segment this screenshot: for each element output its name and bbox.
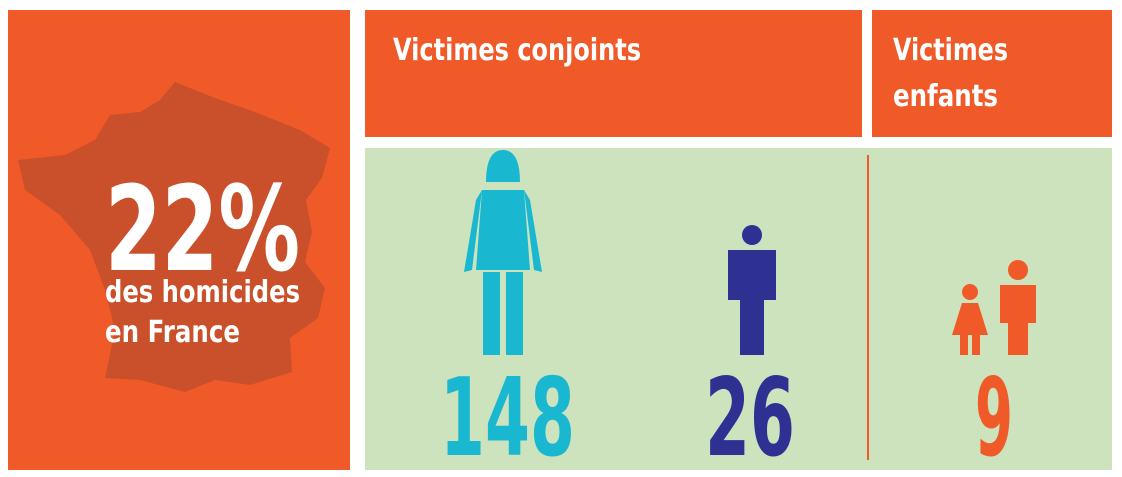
header-conjoints [365,10,862,137]
header-title: enfants [893,79,998,114]
children-count: 9 [975,356,1013,477]
caption-line: des homicides [105,275,300,310]
caption-line: en France [105,315,240,350]
children-icon [952,260,1036,355]
header-title: Victimes [893,33,1008,68]
men-count: 26 [705,356,795,477]
woman-icon [464,150,542,355]
man-icon [728,225,776,355]
header-title: Victimes conjoints [393,33,641,68]
france-map [18,82,330,392]
women-count: 148 [440,356,575,477]
stat: 22% [105,160,300,298]
header-enfants [872,10,1112,137]
